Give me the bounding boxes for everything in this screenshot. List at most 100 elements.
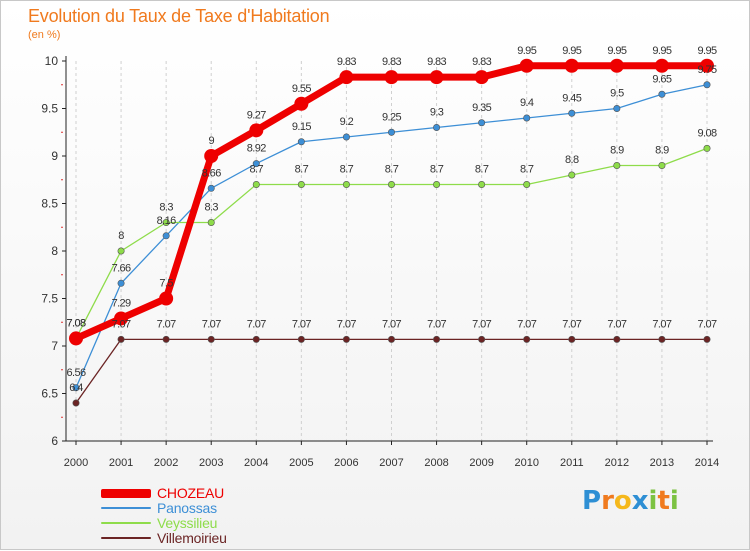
y-tick-label: 9	[51, 149, 58, 163]
data-point	[114, 311, 129, 326]
data-label: 8.7	[475, 164, 489, 176]
data-label: 9.27	[247, 109, 266, 121]
data-point	[478, 181, 486, 189]
x-tick-label: 2007	[379, 457, 403, 469]
data-point	[162, 232, 170, 240]
data-point	[568, 335, 576, 343]
data-point	[433, 124, 441, 132]
data-point	[523, 181, 531, 189]
data-point	[703, 81, 711, 89]
data-label: 7.07	[517, 318, 536, 330]
data-label: 9.95	[517, 45, 536, 57]
data-point	[249, 123, 264, 138]
data-point	[207, 219, 215, 227]
proxiti-logo[interactable]: Proxiti	[582, 486, 679, 516]
data-label: 7.07	[697, 318, 716, 330]
logo-letter: i	[669, 486, 679, 516]
data-label: 8.7	[385, 164, 399, 176]
logo-letter: i	[648, 486, 658, 516]
data-label: 8.3	[159, 202, 173, 214]
y-tick-label: 8.5	[41, 197, 58, 211]
data-point	[252, 181, 260, 189]
data-point	[207, 184, 215, 192]
data-point	[387, 181, 395, 189]
x-tick-label: 2009	[469, 457, 493, 469]
data-point	[117, 247, 125, 255]
legend-label: CHOZEAU	[157, 485, 225, 501]
data-point	[613, 162, 621, 170]
x-tick-label: 2006	[334, 457, 358, 469]
data-label: 7.07	[472, 318, 491, 330]
data-point	[568, 109, 576, 117]
data-label: 9.15	[292, 121, 311, 133]
legend-swatch	[101, 522, 151, 524]
data-label: 9.83	[337, 56, 356, 68]
data-label: 9.2	[340, 116, 354, 128]
y-tick-label: 7	[51, 339, 58, 353]
logo-letter: x	[631, 486, 649, 516]
data-point	[207, 335, 215, 343]
legend-item-veyssilieu: Veyssilieu	[101, 515, 218, 531]
y-tick-label: 10	[45, 54, 59, 68]
logo-letter: r	[601, 486, 614, 516]
x-tick-label: 2000	[64, 457, 88, 469]
data-point	[117, 279, 125, 287]
x-tick-label: 2004	[244, 457, 268, 469]
data-point	[703, 144, 711, 152]
legend-item-chozeau: CHOZEAU	[101, 485, 225, 501]
data-label: 8.3	[204, 202, 218, 214]
x-tick-label: 2003	[199, 457, 223, 469]
data-point	[658, 162, 666, 170]
data-label: 9.75	[697, 64, 716, 76]
data-label: 8.7	[520, 164, 534, 176]
data-point	[69, 331, 83, 346]
data-point	[658, 90, 666, 98]
data-point	[433, 181, 441, 189]
data-label: 7.07	[292, 318, 311, 330]
logo-letter: o	[613, 486, 632, 516]
data-label: 9.83	[427, 56, 446, 68]
data-label: 7.07	[607, 318, 626, 330]
legend-item-panossas: Panossas	[101, 500, 217, 516]
legend-label: Veyssilieu	[157, 515, 218, 531]
data-label: 6.56	[66, 367, 85, 379]
x-tick-label: 2014	[695, 457, 719, 469]
data-label: 7.08	[66, 317, 85, 329]
data-point	[159, 291, 174, 306]
data-label: 9.5	[610, 88, 624, 100]
data-point	[703, 335, 711, 343]
data-label: 7.07	[157, 318, 176, 330]
x-tick-label: 2001	[109, 457, 133, 469]
data-label: 9.45	[562, 92, 581, 104]
chart-unit: (en %)	[28, 29, 61, 41]
data-label: 8.92	[247, 143, 266, 155]
data-point	[339, 70, 354, 85]
data-label: 7.07	[562, 318, 581, 330]
data-point	[658, 335, 666, 343]
data-point	[252, 160, 260, 168]
data-label: 7.29	[112, 297, 131, 309]
data-label: 7.5	[159, 278, 173, 290]
data-label: 8.66	[202, 167, 221, 179]
data-label: 8.7	[430, 164, 444, 176]
data-point	[162, 219, 170, 227]
data-label: 7.07	[247, 318, 266, 330]
x-tick-label: 2005	[289, 457, 313, 469]
data-point	[523, 114, 531, 122]
legend-item-villemoirieu: Villemoirieu	[101, 530, 227, 546]
data-point	[162, 335, 170, 343]
data-point	[478, 335, 486, 343]
data-point	[342, 181, 350, 189]
data-label: 7.08	[66, 317, 85, 329]
data-point	[72, 399, 80, 407]
y-tick-label: 6.5	[41, 387, 58, 401]
data-point	[654, 58, 669, 73]
data-label: 8.16	[157, 215, 176, 227]
data-label: 9.95	[697, 45, 716, 57]
data-point	[297, 138, 305, 146]
data-label: 9.83	[382, 56, 401, 68]
data-label: 9.08	[697, 127, 716, 139]
data-label: 8.7	[340, 164, 354, 176]
